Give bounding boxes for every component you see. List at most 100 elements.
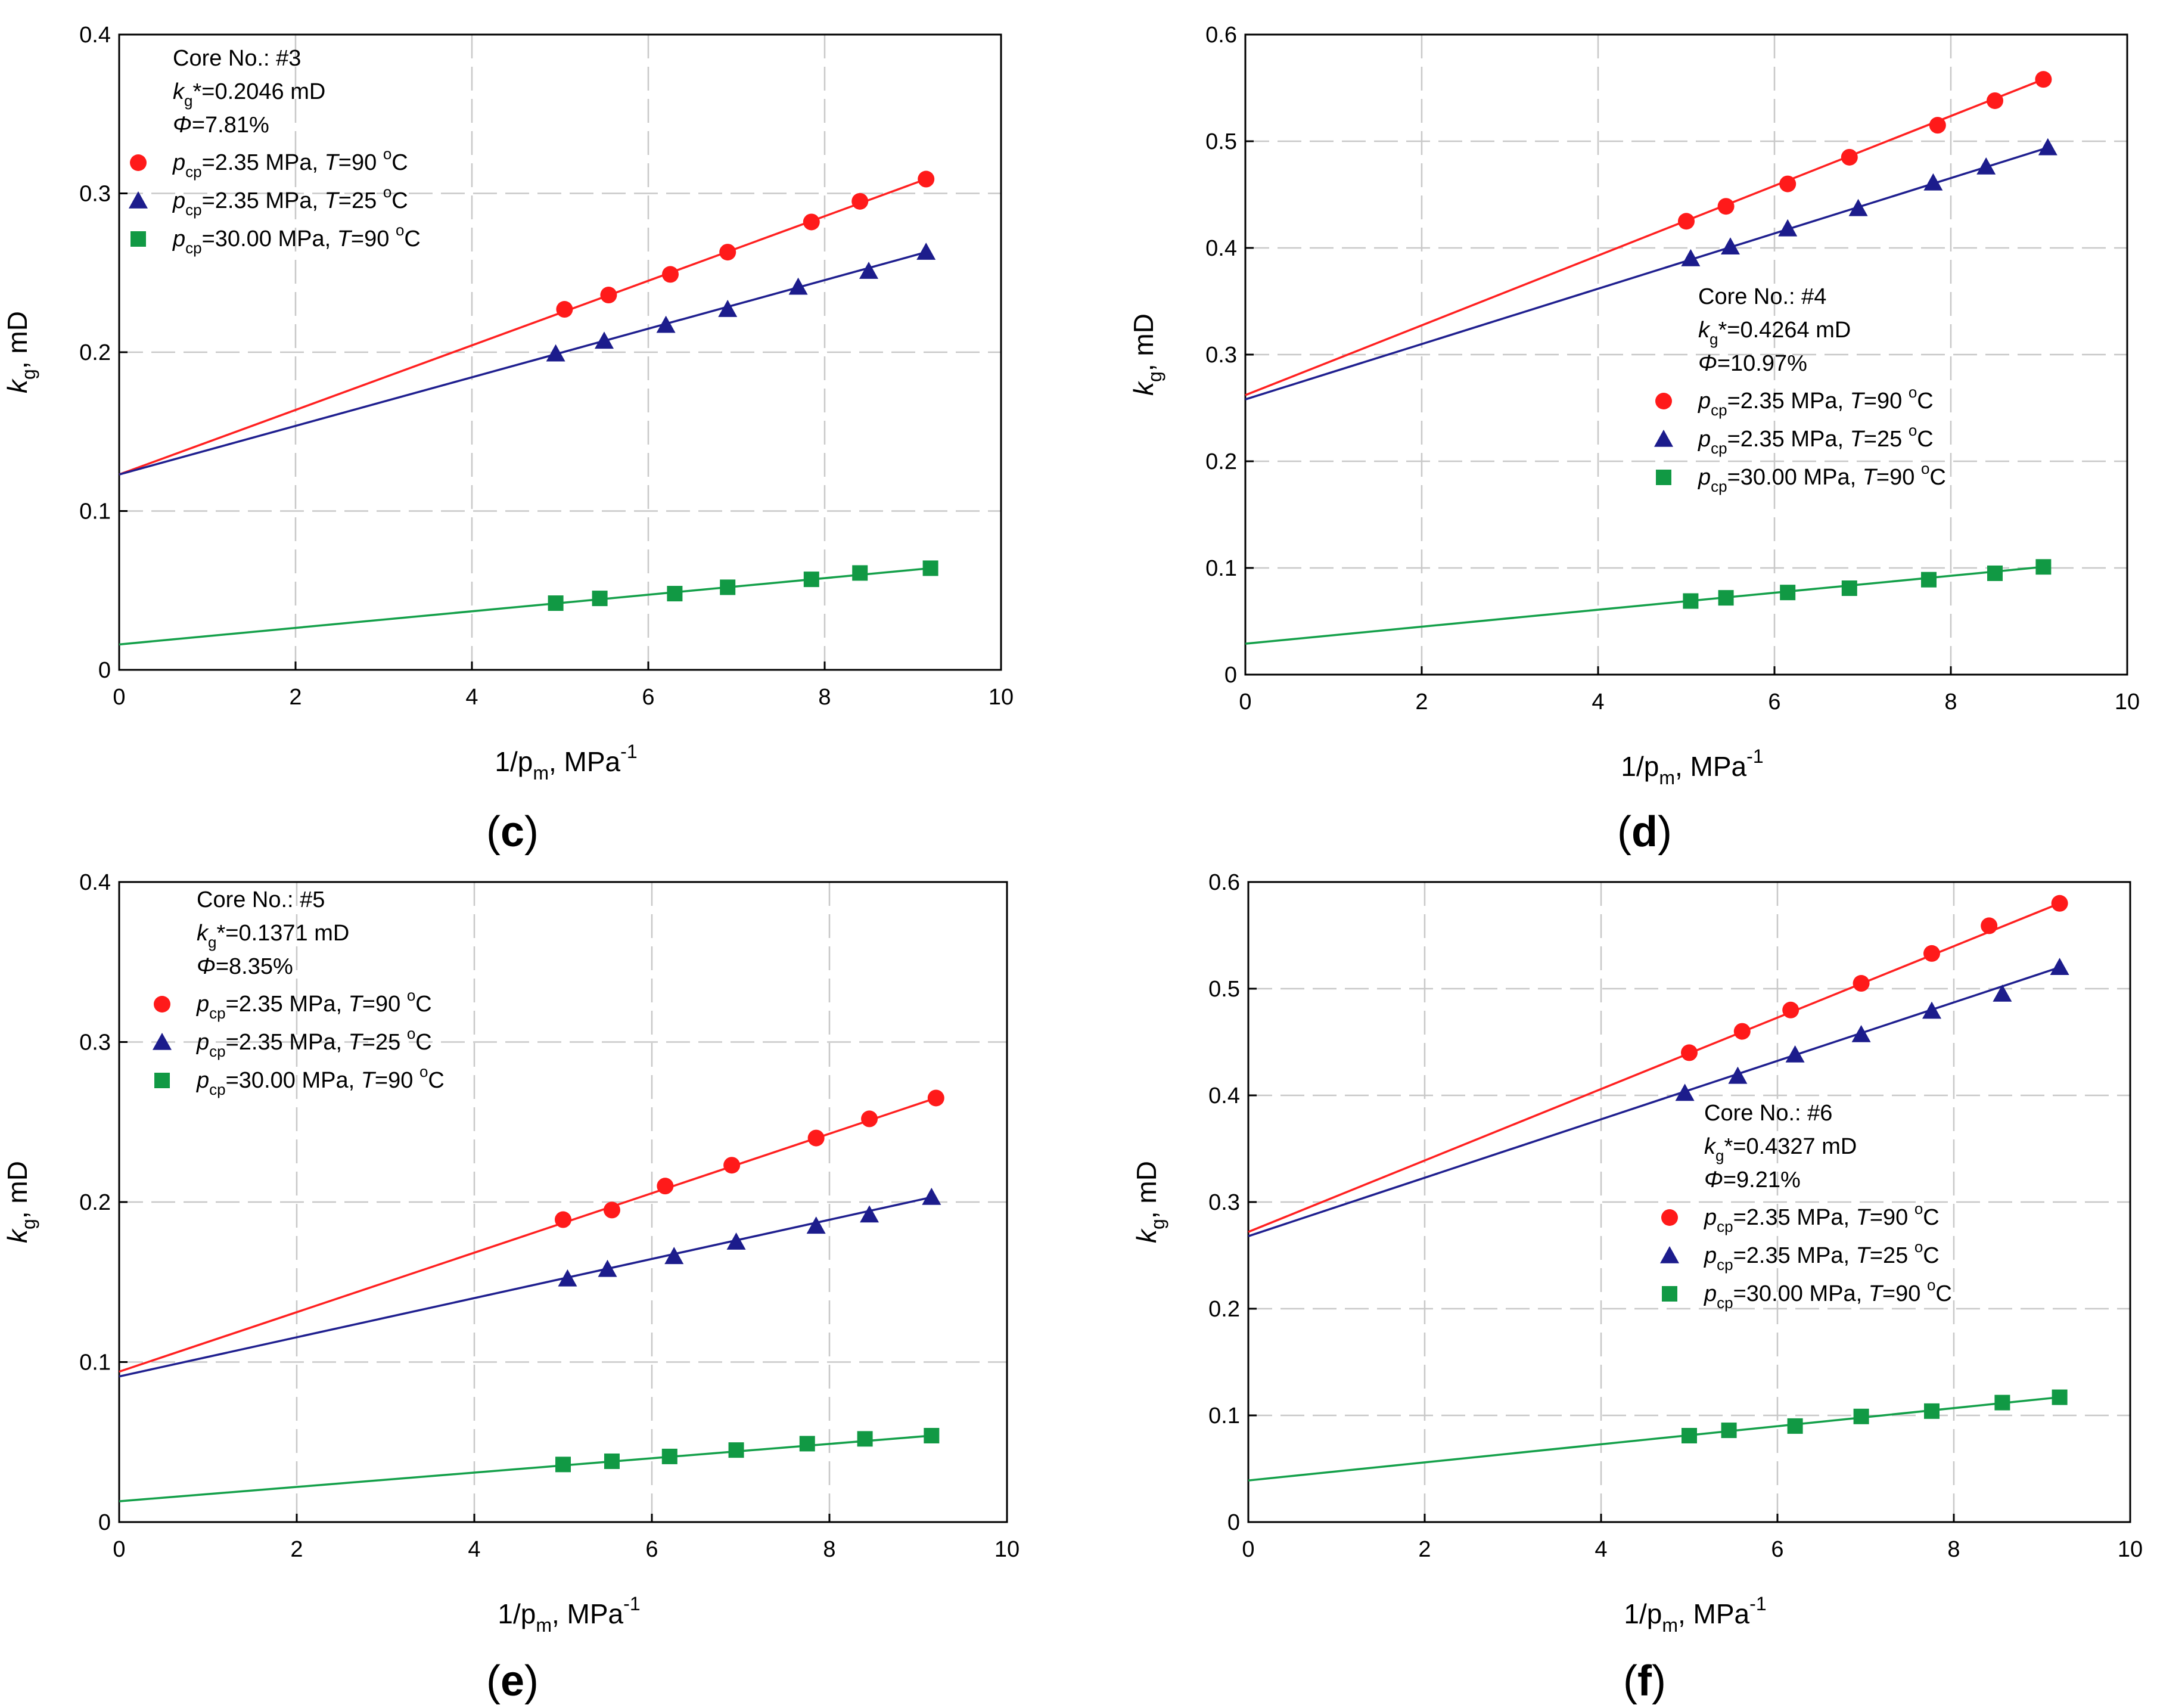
data-point-green-30mpa bbox=[1718, 590, 1734, 606]
data-point-blue-25c bbox=[726, 1232, 746, 1250]
y-tick-label: 0.1 bbox=[1208, 1403, 1240, 1428]
data-point-red-90c bbox=[600, 287, 617, 304]
series-blue-25c bbox=[1248, 958, 2069, 1237]
core-number: Core No.: #4 bbox=[1698, 284, 1826, 309]
y-axis-label: kg, mD bbox=[2, 1161, 39, 1243]
data-point-red-90c bbox=[807, 1129, 825, 1147]
data-point-green-30mpa bbox=[799, 1436, 815, 1452]
x-tick-label: 4 bbox=[1592, 690, 1604, 715]
data-point-blue-25c bbox=[664, 1247, 684, 1265]
legend-temperature: =25 bbox=[1864, 427, 1909, 452]
data-point-red-90c bbox=[2051, 895, 2068, 912]
x-axis-label-unit: , MPa bbox=[549, 746, 621, 777]
x-axis-label-sub: m bbox=[1662, 1614, 1678, 1636]
data-point-red-90c bbox=[1987, 92, 2003, 109]
kstar-g: g bbox=[184, 92, 192, 110]
y-tick-label: 0.4 bbox=[79, 23, 111, 48]
data-point-red-90c bbox=[803, 213, 820, 231]
legend-p: p bbox=[196, 992, 209, 1017]
data-point-blue-25c bbox=[1785, 1045, 1805, 1063]
porosity-value: Φ=9.21% bbox=[1704, 1167, 1801, 1193]
data-point-blue-25c bbox=[860, 1205, 879, 1223]
legend-degree: o bbox=[407, 986, 415, 1004]
legend-entry-blue-25c: pcp=2.35 MPa, T=25 oC bbox=[172, 183, 408, 219]
series-green-30mpa bbox=[1245, 559, 2052, 645]
x-axis-label: 1/pm, MPa-1 bbox=[1621, 746, 1763, 788]
series-blue-25c bbox=[119, 243, 936, 476]
data-point-blue-25c bbox=[1922, 1001, 1941, 1019]
x-tick-label: 10 bbox=[989, 685, 1014, 710]
x-tick-label: 4 bbox=[1595, 1537, 1607, 1562]
x-tick-label: 2 bbox=[289, 685, 302, 710]
panel-label-close: ) bbox=[1658, 808, 1672, 856]
series-blue-25c bbox=[119, 1187, 941, 1378]
phi-symbol: Φ bbox=[1698, 351, 1717, 376]
data-point-blue-25c bbox=[558, 1269, 577, 1287]
data-point-red-90c bbox=[1929, 117, 1946, 134]
y-axis-label-sub: g bbox=[1144, 371, 1165, 382]
data-point-blue-25c bbox=[2038, 138, 2057, 156]
data-point-red-90c bbox=[1733, 1023, 1751, 1040]
legend-entry-blue-25c: pcp=2.35 MPa, T=25 oC bbox=[196, 1024, 432, 1060]
x-axis-label-sub: m bbox=[536, 1614, 552, 1636]
phi-symbol: Φ bbox=[197, 954, 216, 979]
legend-T: T bbox=[1850, 389, 1866, 414]
x-tick-label: 6 bbox=[642, 685, 654, 710]
legend-cp: cp bbox=[209, 1042, 225, 1060]
legend-entry-blue-25c: pcp=2.35 MPa, T=25 oC bbox=[1698, 421, 1934, 457]
legend-pressure: =30.00 MPa, bbox=[226, 1068, 361, 1093]
legend-celsius: C bbox=[415, 1030, 431, 1055]
kstar-value: kg*=0.4327 mD bbox=[1704, 1134, 1857, 1164]
legend-entry-green-30mpa: pcp=30.00 MPa, T=90 oC bbox=[1698, 459, 1946, 495]
kstar-value: kg*=0.4264 mD bbox=[1698, 318, 1851, 348]
fit-line-blue-25c bbox=[1248, 966, 2060, 1237]
y-tick-label: 0.3 bbox=[1205, 343, 1237, 368]
legend-cp: cp bbox=[209, 1080, 225, 1098]
legend-T: T bbox=[349, 1030, 364, 1055]
kstar-g: g bbox=[208, 933, 216, 951]
legend-degree: o bbox=[1914, 1200, 1923, 1218]
x-axis-label-sup: -1 bbox=[1749, 1593, 1766, 1614]
legend-marker-red-90c bbox=[1655, 393, 1672, 409]
x-axis-label-unit: , MPa bbox=[552, 1598, 624, 1629]
legend-degree: o bbox=[419, 1063, 428, 1080]
legend-p: p bbox=[1698, 389, 1711, 414]
legend-marker-green-30mpa bbox=[1662, 1286, 1677, 1302]
legend-marker-blue-25c bbox=[153, 1033, 172, 1050]
legend-pressure: =2.35 MPa, bbox=[1733, 1205, 1856, 1230]
kstar-number: *=0.2046 mD bbox=[192, 79, 325, 104]
y-axis-label: kg, mD bbox=[1131, 1161, 1168, 1243]
data-point-blue-25c bbox=[859, 262, 878, 279]
panel-label-open: ( bbox=[486, 1657, 501, 1705]
y-tick-label: 0.5 bbox=[1208, 977, 1240, 1002]
panel-label-letter: e bbox=[501, 1657, 524, 1705]
y-axis-label-sub: g bbox=[1147, 1219, 1168, 1229]
series-green-30mpa bbox=[119, 560, 938, 646]
legend-entry-red-90c: pcp=2.35 MPa, T=90 oC bbox=[1704, 1200, 1940, 1235]
legend-degree: o bbox=[1909, 421, 1917, 439]
legend-cp: cp bbox=[1711, 401, 1727, 419]
data-point-red-90c bbox=[556, 301, 573, 318]
y-tick-label: 0.2 bbox=[1208, 1297, 1240, 1322]
legend-marker-blue-25c bbox=[1660, 1246, 1679, 1263]
phi-number: =8.35% bbox=[216, 954, 293, 979]
legend-cp: cp bbox=[1717, 1218, 1733, 1235]
data-point-blue-25c bbox=[1848, 198, 1868, 216]
x-axis-label: 1/pm, MPa-1 bbox=[1624, 1593, 1766, 1636]
data-point-red-90c bbox=[2035, 71, 2052, 88]
x-axis-label-sub: m bbox=[1659, 767, 1675, 788]
y-axis-label-main: k bbox=[2, 378, 33, 393]
x-tick-label: 10 bbox=[2115, 690, 2140, 715]
data-point-red-90c bbox=[1779, 175, 1797, 192]
x-axis-label-unit: , MPa bbox=[1675, 751, 1747, 782]
legend-entry-red-90c: pcp=2.35 MPa, T=90 oC bbox=[1698, 383, 1934, 419]
legend-T: T bbox=[361, 1068, 377, 1093]
data-point-blue-25c bbox=[656, 315, 676, 333]
fit-line-red-90c bbox=[119, 1097, 937, 1373]
data-point-blue-25c bbox=[1976, 157, 1996, 175]
panel-label-close: ) bbox=[524, 1657, 539, 1705]
core-number: Core No.: #5 bbox=[197, 887, 325, 912]
data-point-green-30mpa bbox=[720, 579, 736, 595]
kstar-k: k bbox=[197, 921, 209, 946]
legend-entry-green-30mpa: pcp=30.00 MPa, T=90 oC bbox=[172, 221, 421, 257]
